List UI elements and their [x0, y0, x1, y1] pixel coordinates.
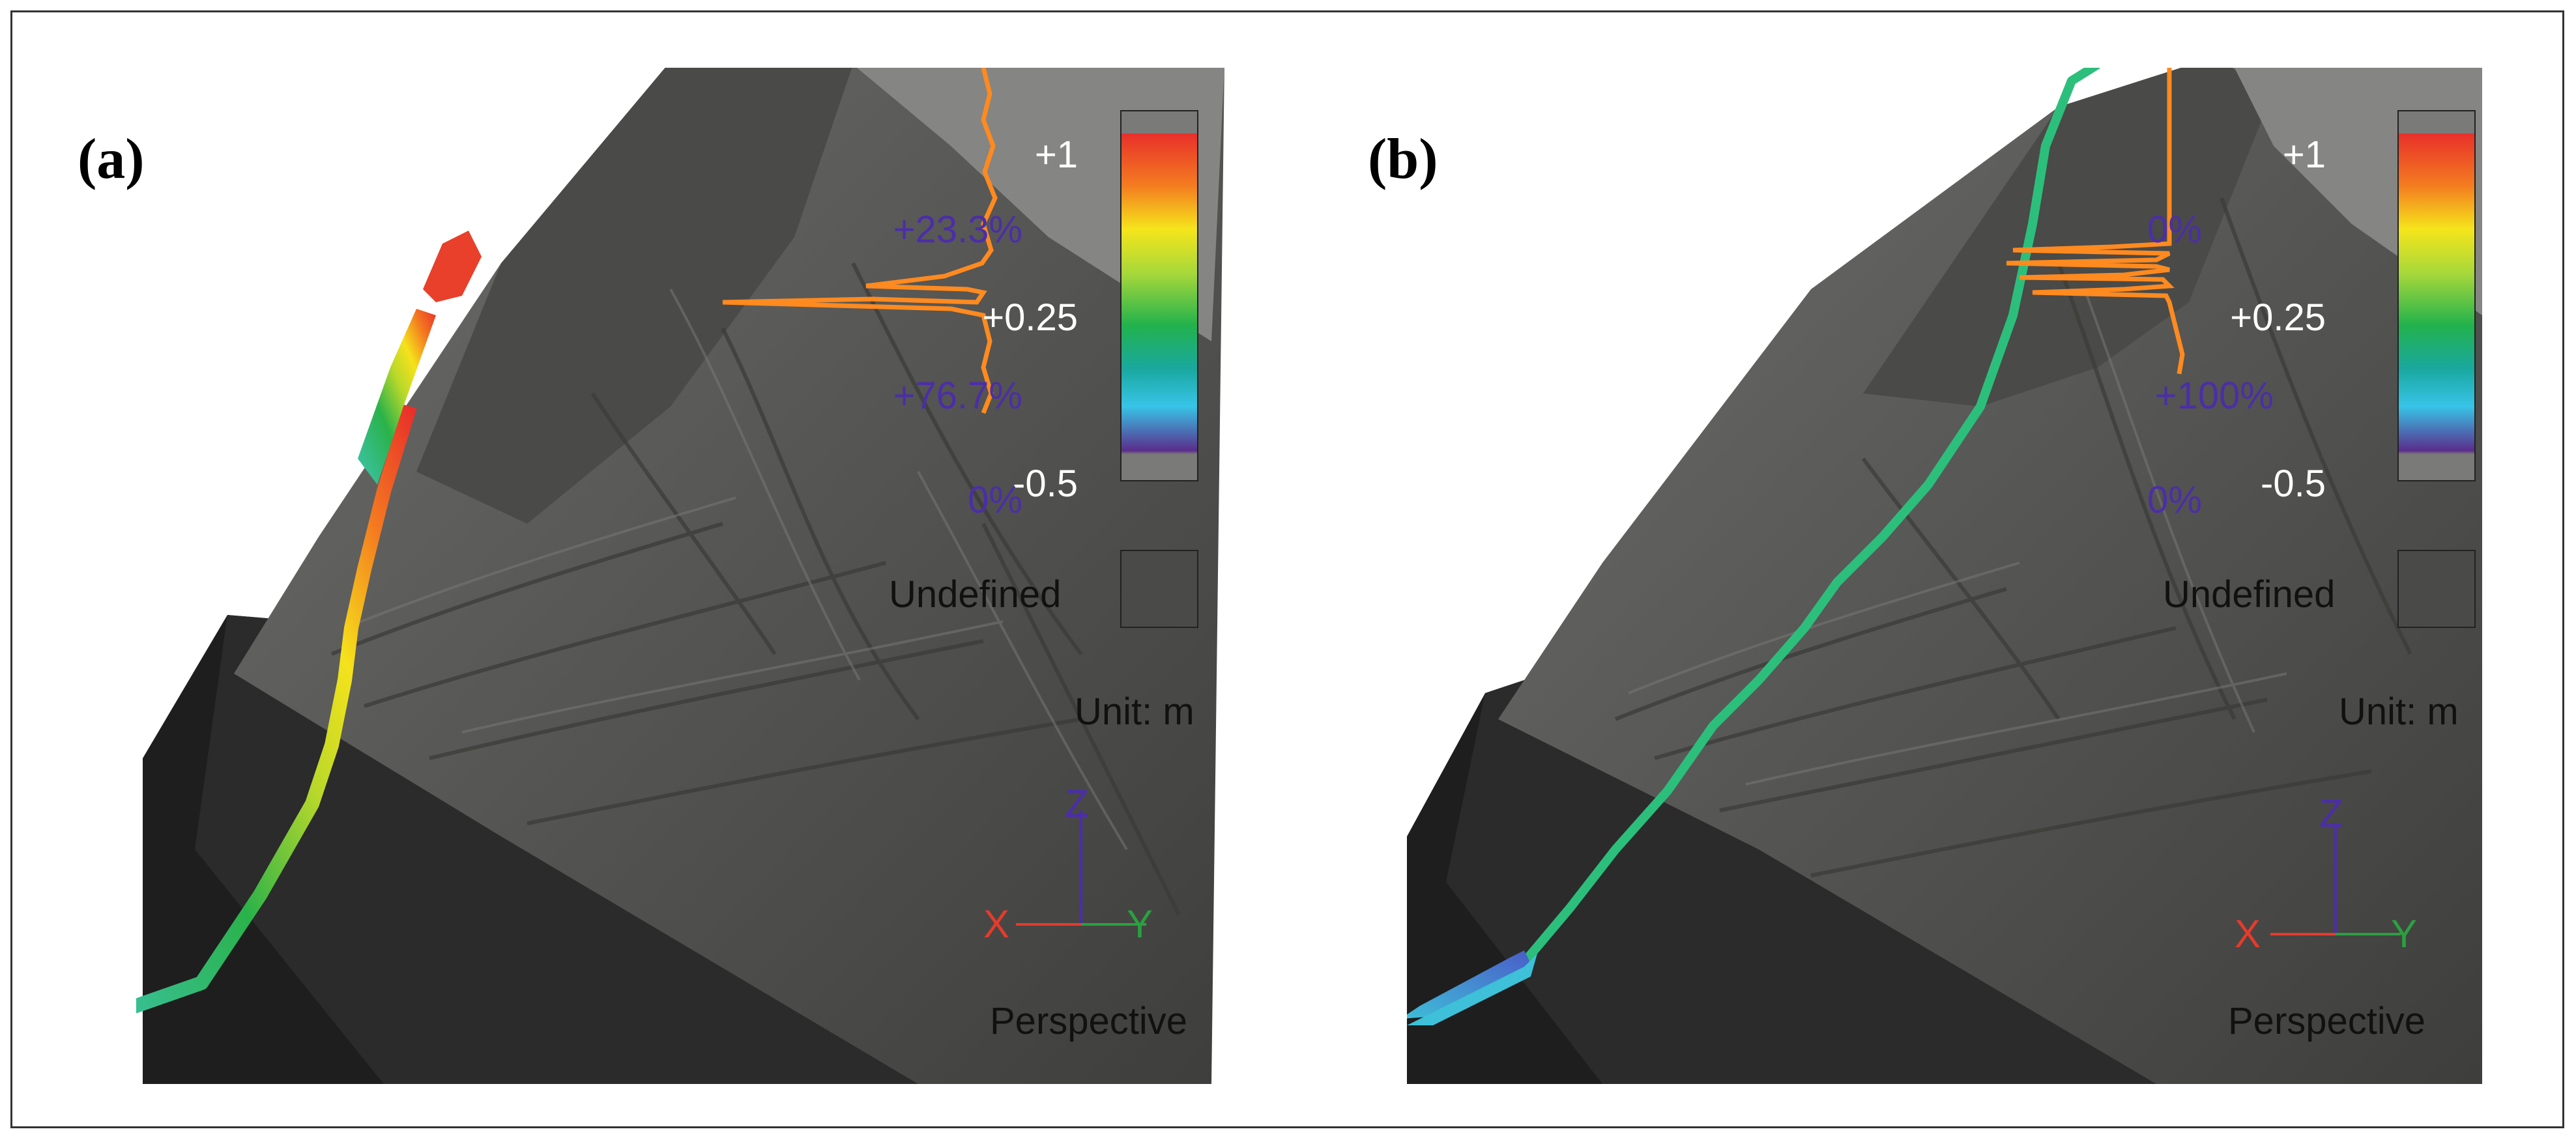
axis-y-label-b: Y: [2391, 912, 2418, 956]
panel-a: (a) +1 +0.25 -0.5 +23.3% +76.7% 0% Undef…: [78, 68, 1309, 1084]
color-scale-bar-a: [1120, 110, 1198, 481]
percent-lower-a: 0%: [968, 479, 1022, 521]
unit-label-b: Unit: m: [2339, 691, 2459, 733]
tick-mid-a: +0.25: [982, 296, 1078, 339]
histogram-a: [722, 68, 998, 414]
tick-max-a: +1: [1034, 134, 1078, 176]
undefined-swatch-b: [2397, 550, 2476, 628]
percent-upper-b: 0%: [2147, 208, 2202, 251]
color-scale-bar-b: [2397, 110, 2476, 481]
tick-max-b: +1: [2282, 134, 2326, 176]
tick-min-a: -0.5: [1013, 463, 1078, 505]
undefined-label-b: Undefined: [2163, 573, 2336, 616]
percent-upper-a: +23.3%: [893, 208, 1022, 251]
panel-label-a: (a): [78, 128, 145, 191]
axis-x-label-b: X: [2235, 912, 2261, 956]
panel-label-b: (b): [1368, 128, 1438, 191]
view-label-b: Perspective: [2228, 1000, 2426, 1042]
histogram-b: [2006, 68, 2185, 375]
percent-middle-a: +76.7%: [893, 375, 1022, 417]
panel-b: (b) +1 +0.25 -0.5 0% +100% 0% Undefined …: [1368, 68, 2576, 1084]
axis-z-label-b: Z: [2319, 791, 2343, 835]
fault-trace-b: [1514, 68, 2100, 973]
percent-lower-b: 0%: [2147, 479, 2202, 521]
fault-trace-a: [136, 404, 417, 1014]
figure-frame: (a) +1 +0.25 -0.5 +23.3% +76.7% 0% Undef…: [10, 10, 2564, 1128]
tick-min-b: -0.5: [2261, 463, 2326, 505]
undefined-label-a: Undefined: [889, 573, 1062, 616]
axis-y-label-a: Y: [1127, 902, 1153, 946]
unit-label-a: Unit: m: [1075, 691, 1194, 733]
undefined-swatch-a: [1120, 550, 1198, 628]
percent-middle-b: +100%: [2154, 375, 2274, 417]
axis-x-label-a: X: [983, 902, 1010, 946]
view-label-a: Perspective: [990, 1000, 1188, 1042]
axis-z-label-a: Z: [1065, 782, 1089, 825]
tick-mid-b: +0.25: [2230, 296, 2326, 339]
